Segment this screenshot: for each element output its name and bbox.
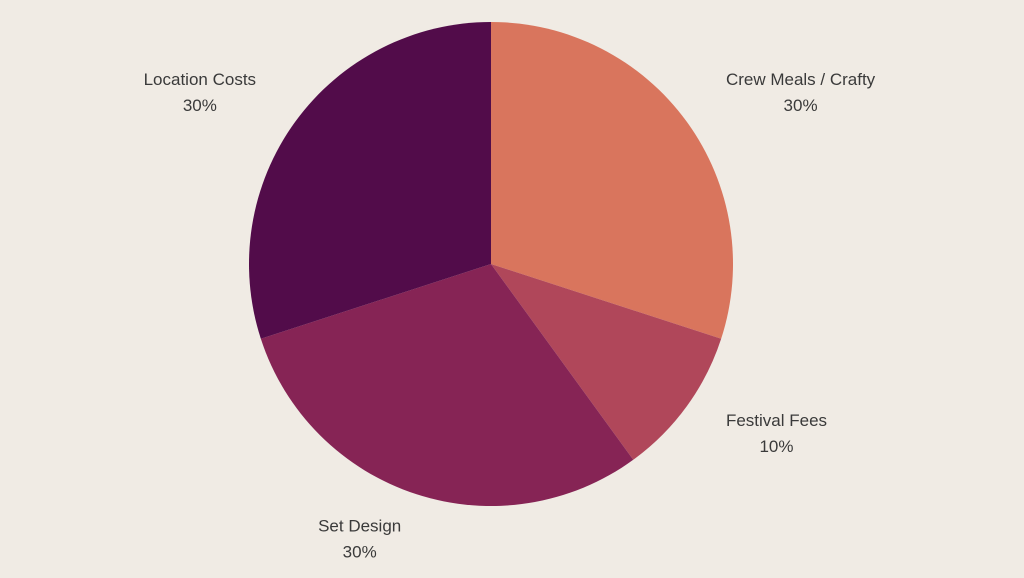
slice-label: Festival Fees [726, 411, 827, 430]
slice-label: Set Design [318, 517, 401, 536]
pie-slice [249, 22, 491, 339]
slice-value-label: 30% [784, 96, 818, 115]
pie-slice [491, 264, 722, 460]
slice-value-label: 10% [759, 437, 793, 456]
slice-value-label: 30% [343, 543, 377, 562]
slice-label: Location Costs [144, 70, 256, 89]
slice-value-label: 30% [183, 96, 217, 115]
pie-slice [491, 22, 733, 339]
slice-label: Crew Meals / Crafty [726, 70, 876, 89]
pie-slice [260, 264, 634, 506]
